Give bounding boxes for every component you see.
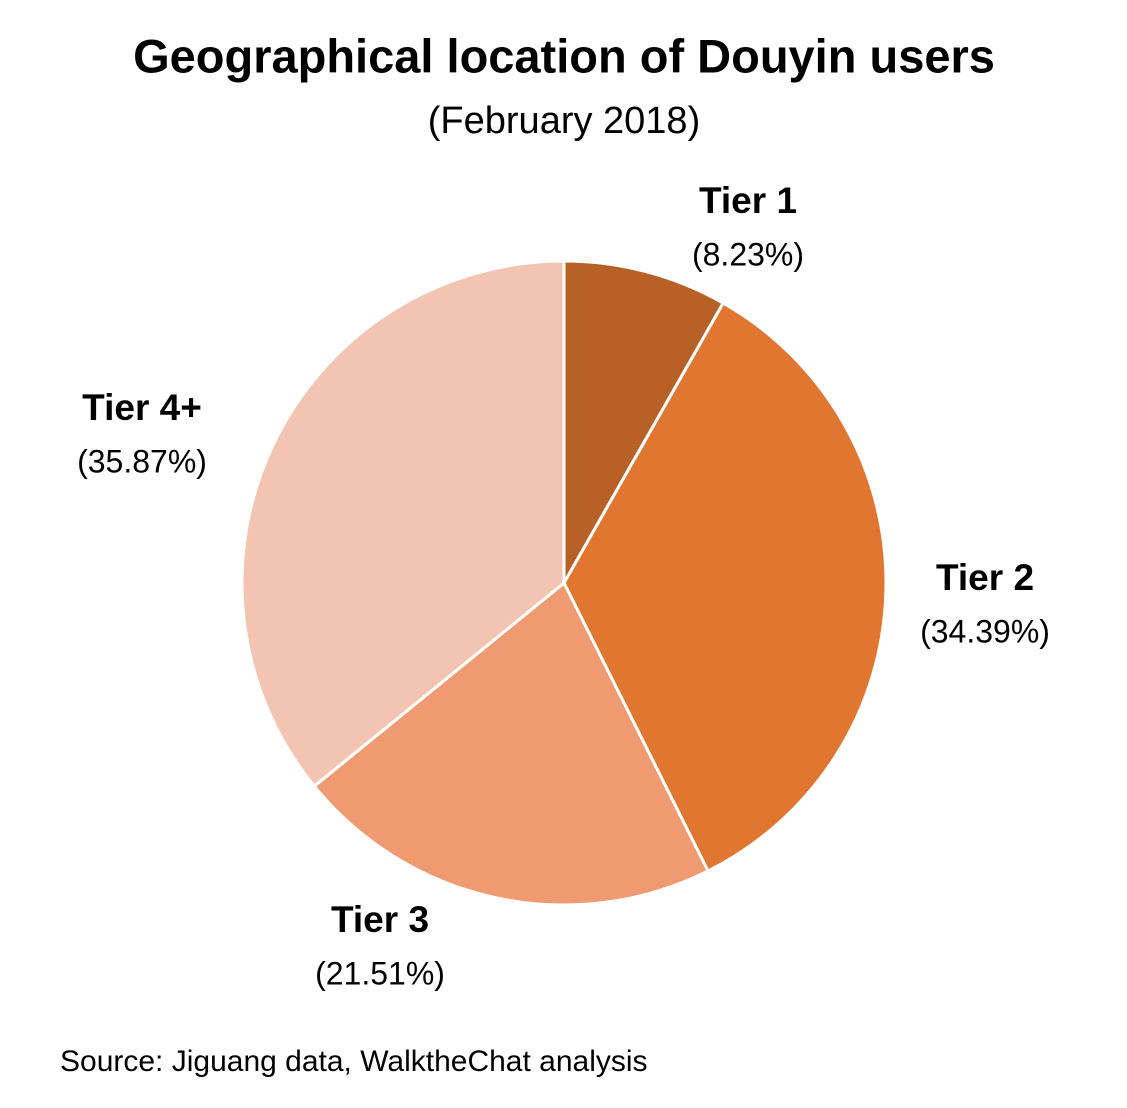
chart-subtitle: (February 2018) [428, 100, 700, 142]
slice-value-label: (21.51%) [315, 955, 445, 991]
slice-label: Tier 3 [331, 899, 429, 940]
slice-label: Tier 1 [699, 180, 797, 221]
pie-slice [240, 259, 566, 789]
slice-value-label: (35.87%) [77, 443, 207, 479]
slice-value-label: (8.23%) [692, 236, 804, 272]
pie-slice [562, 301, 888, 874]
pie-slice [312, 580, 711, 907]
chart-title: Geographical location of Douyin users [133, 29, 995, 82]
slice-label: Tier 4+ [82, 387, 202, 428]
source-note: Source: Jiguang data, WalktheChat analys… [60, 1045, 648, 1078]
slice-value-label: (34.39%) [920, 613, 1050, 649]
slice-label: Tier 2 [936, 557, 1034, 598]
pie-slice [562, 259, 726, 589]
